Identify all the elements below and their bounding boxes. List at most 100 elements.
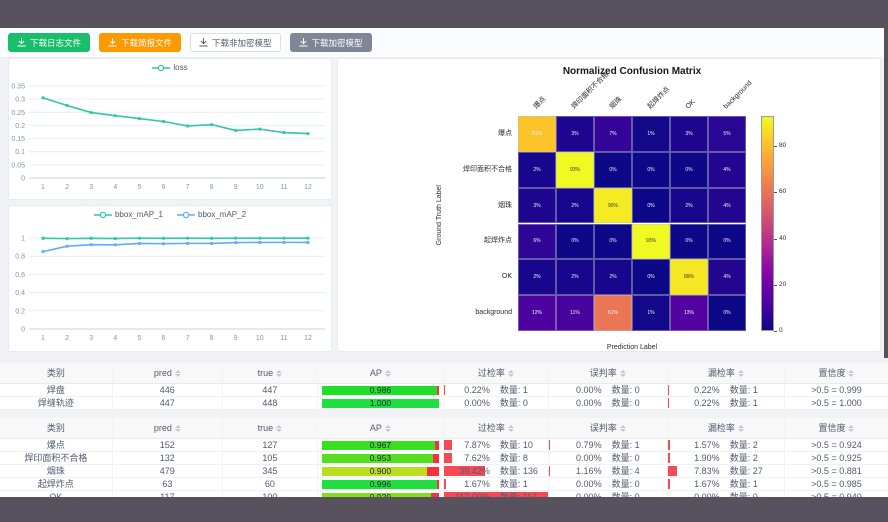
- column-header-conf[interactable]: 置信度: [785, 418, 888, 438]
- colorbar-tick: [774, 146, 777, 148]
- sort-down-icon: [619, 428, 626, 432]
- column-header-ap[interactable]: AP: [318, 418, 444, 438]
- column-header-truth[interactable]: true: [223, 363, 318, 383]
- truth-cell: 447: [223, 384, 318, 396]
- ap-cell: 0.986: [318, 384, 444, 396]
- table-row: 焊盘 446 447 0.986 0.22% 数量: 1 0.00% 数量: 0 0.22% 数量…: [0, 384, 888, 397]
- sort-icon[interactable]: [848, 369, 855, 377]
- overdetect-cell: 39.42% 数量: 136: [443, 465, 549, 477]
- download-log-button[interactable]: 下载日志文件: [8, 33, 91, 52]
- matrix-cell: 0%: [670, 151, 708, 188]
- column-header-label: 漏检率: [707, 368, 735, 378]
- window-frame-top: [0, 0, 888, 28]
- column-header-label: 误判率: [589, 368, 617, 378]
- miss-cell: 0.22% 数量: 1: [667, 397, 785, 409]
- legend-item-bbox_mAP_2[interactable]: bbox_mAP_2: [177, 210, 246, 219]
- svg-text:4: 4: [113, 184, 117, 191]
- sort-icon[interactable]: [848, 424, 855, 432]
- rate-bar: [443, 453, 452, 463]
- column-header-over[interactable]: 过检率: [444, 363, 549, 383]
- sort-down-icon: [507, 428, 514, 432]
- sort-icon[interactable]: [174, 369, 181, 377]
- matrix-xlabel: Prediction Label: [606, 344, 658, 351]
- matrix-cell: 0%: [632, 187, 670, 224]
- column-header-label: 置信度: [818, 423, 846, 433]
- rate-values: 0.00% 数量: 0: [444, 397, 548, 409]
- download-report-button[interactable]: 下载简报文件: [99, 33, 182, 52]
- rate-percent: 0.00%: [576, 453, 602, 463]
- ap-bar-track: 0.996: [321, 479, 439, 489]
- matrix-cell: 2%: [594, 259, 632, 296]
- loss-chart-card: loss 0 0.05 0.1 0.15 0.2 0.25 0.3 0.35 1 2 3 4 5 6 7 8 9…: [8, 58, 332, 200]
- svg-text:12: 12: [304, 335, 312, 342]
- rate-count: 数量: 1: [729, 398, 758, 408]
- svg-text:11: 11: [280, 335, 287, 342]
- sort-down-icon: [848, 373, 855, 377]
- rate-count: 数量: 1: [499, 479, 528, 489]
- legend-item-bbox_mAP_1[interactable]: bbox_mAP_1: [93, 210, 163, 219]
- sort-icon[interactable]: [737, 369, 744, 377]
- column-header-label: 过检率: [477, 368, 505, 378]
- column-header-mis[interactable]: 误判率: [549, 418, 668, 438]
- svg-text:9: 9: [234, 335, 238, 342]
- miss-cell: 1.90% 数量: 2: [667, 452, 785, 464]
- sort-icon[interactable]: [276, 369, 283, 377]
- truth-cell: 105: [223, 452, 318, 464]
- ap-bar: [321, 466, 428, 476]
- sort-icon[interactable]: [619, 369, 626, 377]
- sort-down-icon: [174, 428, 181, 432]
- button-label: 下载简报文件: [121, 37, 173, 48]
- ap-cell: 1.000: [318, 397, 444, 409]
- column-header-mis[interactable]: 误判率: [549, 363, 668, 383]
- column-header-label: AP: [369, 368, 382, 378]
- sort-icon[interactable]: [174, 424, 181, 432]
- sort-icon[interactable]: [507, 369, 514, 377]
- sort-icon[interactable]: [276, 424, 283, 432]
- pred-cell: 152: [113, 439, 223, 451]
- column-header-ap[interactable]: AP: [318, 363, 444, 383]
- overdetect-cell: 1.67% 数量: 1: [443, 478, 549, 490]
- matrix-row-label: 爆点: [498, 129, 512, 137]
- rate-count: 数量: 0: [611, 398, 640, 408]
- sort-icon[interactable]: [619, 424, 626, 432]
- sort-icon[interactable]: [737, 424, 744, 432]
- column-header-pred[interactable]: pred: [113, 363, 223, 383]
- ap-remainder-bar: [436, 479, 439, 489]
- download-plain-model-button[interactable]: 下载非加密模型: [190, 33, 281, 52]
- overdetect-cell: 0.00% 数量: 0: [444, 397, 549, 409]
- sort-icon[interactable]: [384, 424, 391, 432]
- sort-icon[interactable]: [507, 424, 514, 432]
- cls-cell: 焊盘: [0, 384, 113, 396]
- rate-percent: 39.42%: [459, 466, 490, 476]
- column-header-miss[interactable]: 漏检率: [668, 363, 785, 383]
- confidence-cell: >0.5 = 0.881: [811, 466, 862, 476]
- overdetect-cell: 7.87% 数量: 10: [443, 439, 549, 451]
- column-header-pred[interactable]: pred: [113, 418, 223, 438]
- download-encrypted-model-button[interactable]: 下载加密模型: [289, 33, 372, 52]
- column-header-label: 类别: [46, 368, 65, 378]
- column-header-label: 误判率: [589, 423, 617, 433]
- column-header-over[interactable]: 过检率: [444, 418, 549, 438]
- column-header-truth[interactable]: true: [223, 418, 318, 438]
- rate-bar: [667, 398, 669, 408]
- legend-item-loss[interactable]: loss: [152, 63, 188, 72]
- column-header-miss[interactable]: 漏检率: [668, 418, 785, 438]
- line-series-icon: [177, 211, 195, 218]
- ap-remainder-bar: [435, 440, 439, 450]
- matrix-cell: 13%: [670, 295, 708, 331]
- ap-bar-track: 0.967: [321, 440, 439, 450]
- cls-cell: 起焊炸点: [0, 478, 113, 490]
- sort-up-icon: [848, 424, 855, 428]
- rate-percent: 0.00%: [576, 385, 602, 395]
- truth-cell: 345: [223, 465, 318, 477]
- sort-icon[interactable]: [384, 369, 391, 377]
- cls-cell: 烟珠: [0, 465, 113, 477]
- rate-percent: 0.79%: [576, 440, 602, 450]
- sort-up-icon: [276, 369, 283, 373]
- column-header-conf[interactable]: 置信度: [785, 363, 888, 383]
- rate-values: 39.42% 数量: 136: [444, 465, 548, 477]
- svg-text:0.2: 0.2: [15, 123, 25, 130]
- map-chart: 00.20.40.60.811 2 3 4 5 6 7 8 9 10 11 12: [15, 236, 325, 342]
- rate-count: 数量: 1: [611, 440, 640, 450]
- table-row: 起焊炸点 63 60 0.996 1.67% 数量: 1 0.00% 数量: 0 1.67% 数量…: [0, 478, 888, 491]
